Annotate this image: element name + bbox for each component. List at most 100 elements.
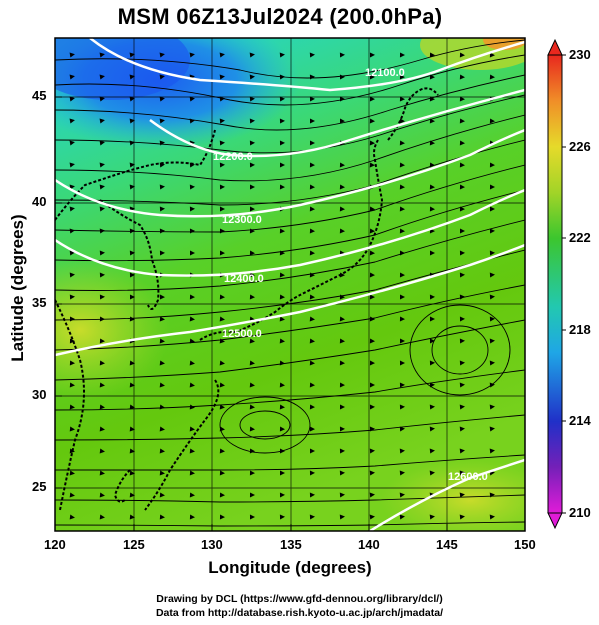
wind-arrowhead xyxy=(459,162,465,168)
wind-arrowhead xyxy=(159,118,165,124)
wind-arrowhead xyxy=(459,470,465,476)
wind-arrowhead xyxy=(159,52,165,58)
wind-arrowhead xyxy=(459,250,465,256)
wind-arrowhead xyxy=(69,338,75,344)
wind-arrowhead xyxy=(279,470,285,476)
wind-arrowhead xyxy=(129,360,135,366)
wind-arrowhead xyxy=(459,184,465,190)
wind-arrowhead xyxy=(99,272,105,278)
y-tick-label: 30 xyxy=(32,387,47,402)
wind-arrowhead xyxy=(99,74,105,80)
wind-arrowhead xyxy=(339,316,345,322)
wind-arrowhead xyxy=(399,338,405,344)
contour-12500 xyxy=(55,243,525,357)
wind-arrowhead xyxy=(99,338,105,344)
wind-arrowhead xyxy=(339,404,345,410)
contour-label: 12400.0 xyxy=(224,273,264,285)
wind-arrowhead xyxy=(249,448,255,454)
wind-arrowhead xyxy=(69,492,75,498)
wind-arrowhead xyxy=(189,206,195,212)
colorbar-tick-label: 230 xyxy=(569,47,591,62)
wind-arrowhead xyxy=(249,206,255,212)
wind-arrowhead xyxy=(219,338,225,344)
wind-arrowhead xyxy=(339,448,345,454)
wind-arrowhead xyxy=(189,96,195,102)
wind-arrowhead xyxy=(309,206,315,212)
wind-arrowhead xyxy=(219,52,225,58)
wind-arrowhead xyxy=(399,96,405,102)
wind-arrowhead xyxy=(489,52,495,58)
wind-arrowhead xyxy=(189,470,195,476)
wind-arrowhead xyxy=(399,228,405,234)
wind-arrowhead xyxy=(399,492,405,498)
wind-arrowhead xyxy=(279,74,285,80)
wind-arrowhead xyxy=(339,162,345,168)
wind-arrowhead xyxy=(399,294,405,300)
wind-arrowhead xyxy=(129,316,135,322)
wind-arrowhead xyxy=(429,206,435,212)
wind-arrowhead xyxy=(129,492,135,498)
wind-arrowhead xyxy=(99,360,105,366)
wind-arrowhead xyxy=(399,404,405,410)
contour-12400 xyxy=(55,188,525,277)
wind-arrowhead xyxy=(399,118,405,124)
wind-arrowhead xyxy=(339,118,345,124)
wind-arrowhead xyxy=(219,360,225,366)
wind-arrowhead xyxy=(99,470,105,476)
wind-arrowhead xyxy=(159,184,165,190)
x-tick-label: 135 xyxy=(280,537,302,552)
wind-arrowhead xyxy=(219,404,225,410)
wind-arrowhead xyxy=(340,96,345,102)
credit-drawing: Drawing by DCL (https://www.gfd-dennou.o… xyxy=(156,593,443,605)
wind-arrowhead xyxy=(459,492,465,498)
wind-arrowhead xyxy=(279,448,285,454)
wind-arrowhead xyxy=(309,404,315,410)
y-axis-title: Latitude (degrees) xyxy=(8,214,27,362)
wind-arrowhead xyxy=(429,184,435,190)
wind-arrowhead xyxy=(219,294,225,300)
wind-arrowhead xyxy=(369,404,375,410)
credit-data: Data from http://database.rish.kyoto-u.a… xyxy=(155,607,444,619)
wind-arrowhead xyxy=(309,118,315,124)
wind-arrowhead xyxy=(129,514,135,520)
wind-arrowhead xyxy=(219,206,225,212)
wind-arrowhead xyxy=(339,492,345,498)
wind-arrowhead xyxy=(309,140,315,146)
wind-arrowhead xyxy=(249,96,255,102)
contour-label: 12600.0 xyxy=(448,471,488,483)
wind-arrowhead xyxy=(249,470,255,476)
wind-arrowhead xyxy=(429,514,435,520)
wind-arrowhead xyxy=(489,74,495,80)
wind-arrowhead xyxy=(309,294,315,300)
wind-arrowhead xyxy=(99,184,105,190)
wind-arrowhead xyxy=(369,514,375,520)
wind-arrowhead xyxy=(219,74,225,80)
wind-arrowhead xyxy=(159,426,165,432)
wind-arrowhead xyxy=(279,250,285,256)
wind-arrowhead xyxy=(99,294,105,300)
wind-arrowhead xyxy=(369,140,375,146)
wind-arrowhead xyxy=(369,448,375,454)
wind-arrowhead xyxy=(489,382,495,388)
wind-arrowhead xyxy=(339,514,345,520)
wind-arrowhead xyxy=(369,118,375,124)
wind-arrowhead xyxy=(429,338,435,344)
wind-arrowhead xyxy=(399,184,405,190)
wind-arrowhead xyxy=(279,184,285,190)
wind-arrowhead xyxy=(129,52,135,58)
x-tick-label: 125 xyxy=(123,537,145,552)
wind-arrowhead xyxy=(429,162,435,168)
wind-arrowhead xyxy=(189,294,195,300)
wind-arrowhead xyxy=(399,272,405,278)
wind-arrowhead xyxy=(219,426,225,432)
wind-arrowhead xyxy=(399,316,405,322)
wind-arrowhead xyxy=(69,470,75,476)
wind-arrowhead xyxy=(99,382,105,388)
wind-arrowhead xyxy=(279,360,285,366)
wind-arrowhead xyxy=(429,118,435,124)
wind-arrowhead xyxy=(189,492,195,498)
wind-arrowhead xyxy=(279,514,285,520)
wind-arrowhead xyxy=(399,448,405,454)
wind-arrowhead xyxy=(129,184,135,190)
wind-arrowhead xyxy=(369,338,375,344)
